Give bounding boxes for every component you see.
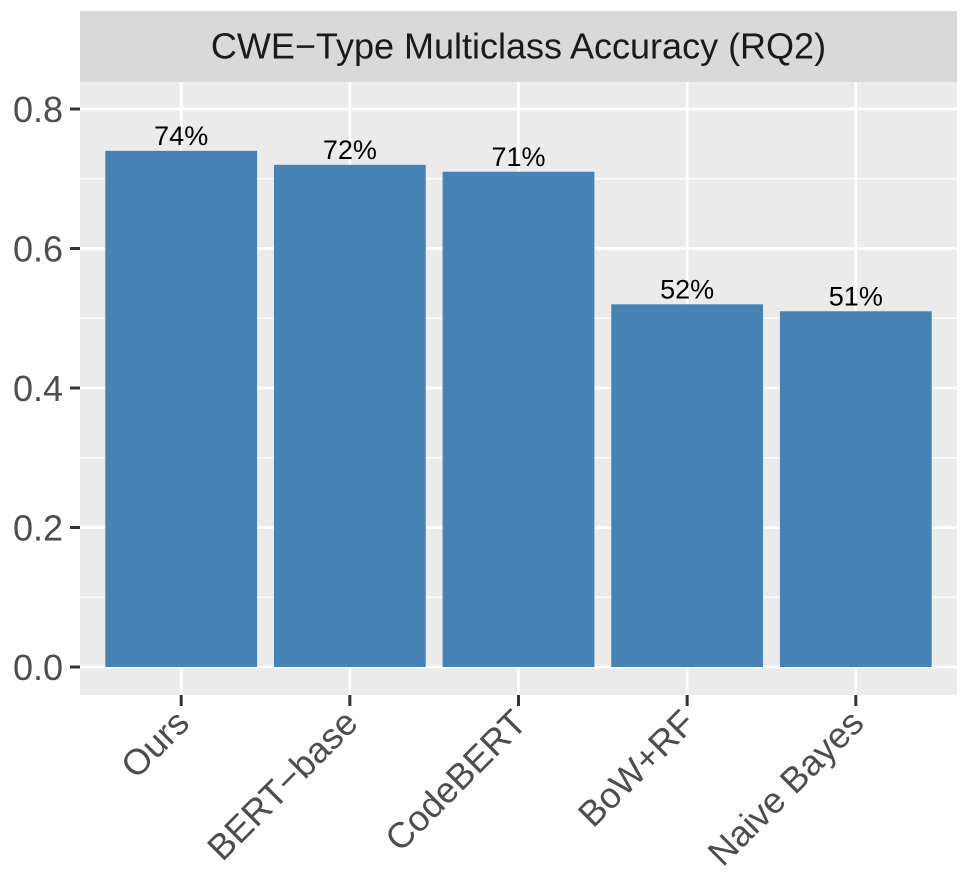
y-tick-label: 0.4 [13,368,63,409]
bar [611,304,764,667]
bar [273,164,426,668]
y-axis: 0.0 0.2 0.4 0.6 0.8 [13,89,80,688]
x-tick-label: Ours [113,702,197,786]
chart-title: CWE−Type Multiclass Accuracy (RQ2) [211,26,826,67]
bar [105,150,258,668]
data-label: 71% [491,142,545,172]
data-label: 74% [154,121,208,151]
y-tick-label: 0.6 [13,229,63,270]
y-tick-label: 0.2 [13,508,63,549]
y-tick-label: 0.0 [13,647,63,688]
x-tick-label: CodeBERT [377,702,534,859]
chart-title-strip [80,11,957,82]
bars [105,150,932,668]
data-label: 72% [323,135,377,165]
x-tick-label: BERT−base [199,702,365,868]
y-tick-label: 0.8 [13,89,63,130]
x-tick-label: BoW+RF [570,702,703,835]
bar [442,171,595,667]
data-label: 52% [660,274,714,304]
x-tick-label: Naive Bayes [700,702,872,874]
data-labels: 74% 72% 71% 52% 51% [154,121,883,311]
bar [779,311,932,667]
data-label: 51% [829,281,883,311]
